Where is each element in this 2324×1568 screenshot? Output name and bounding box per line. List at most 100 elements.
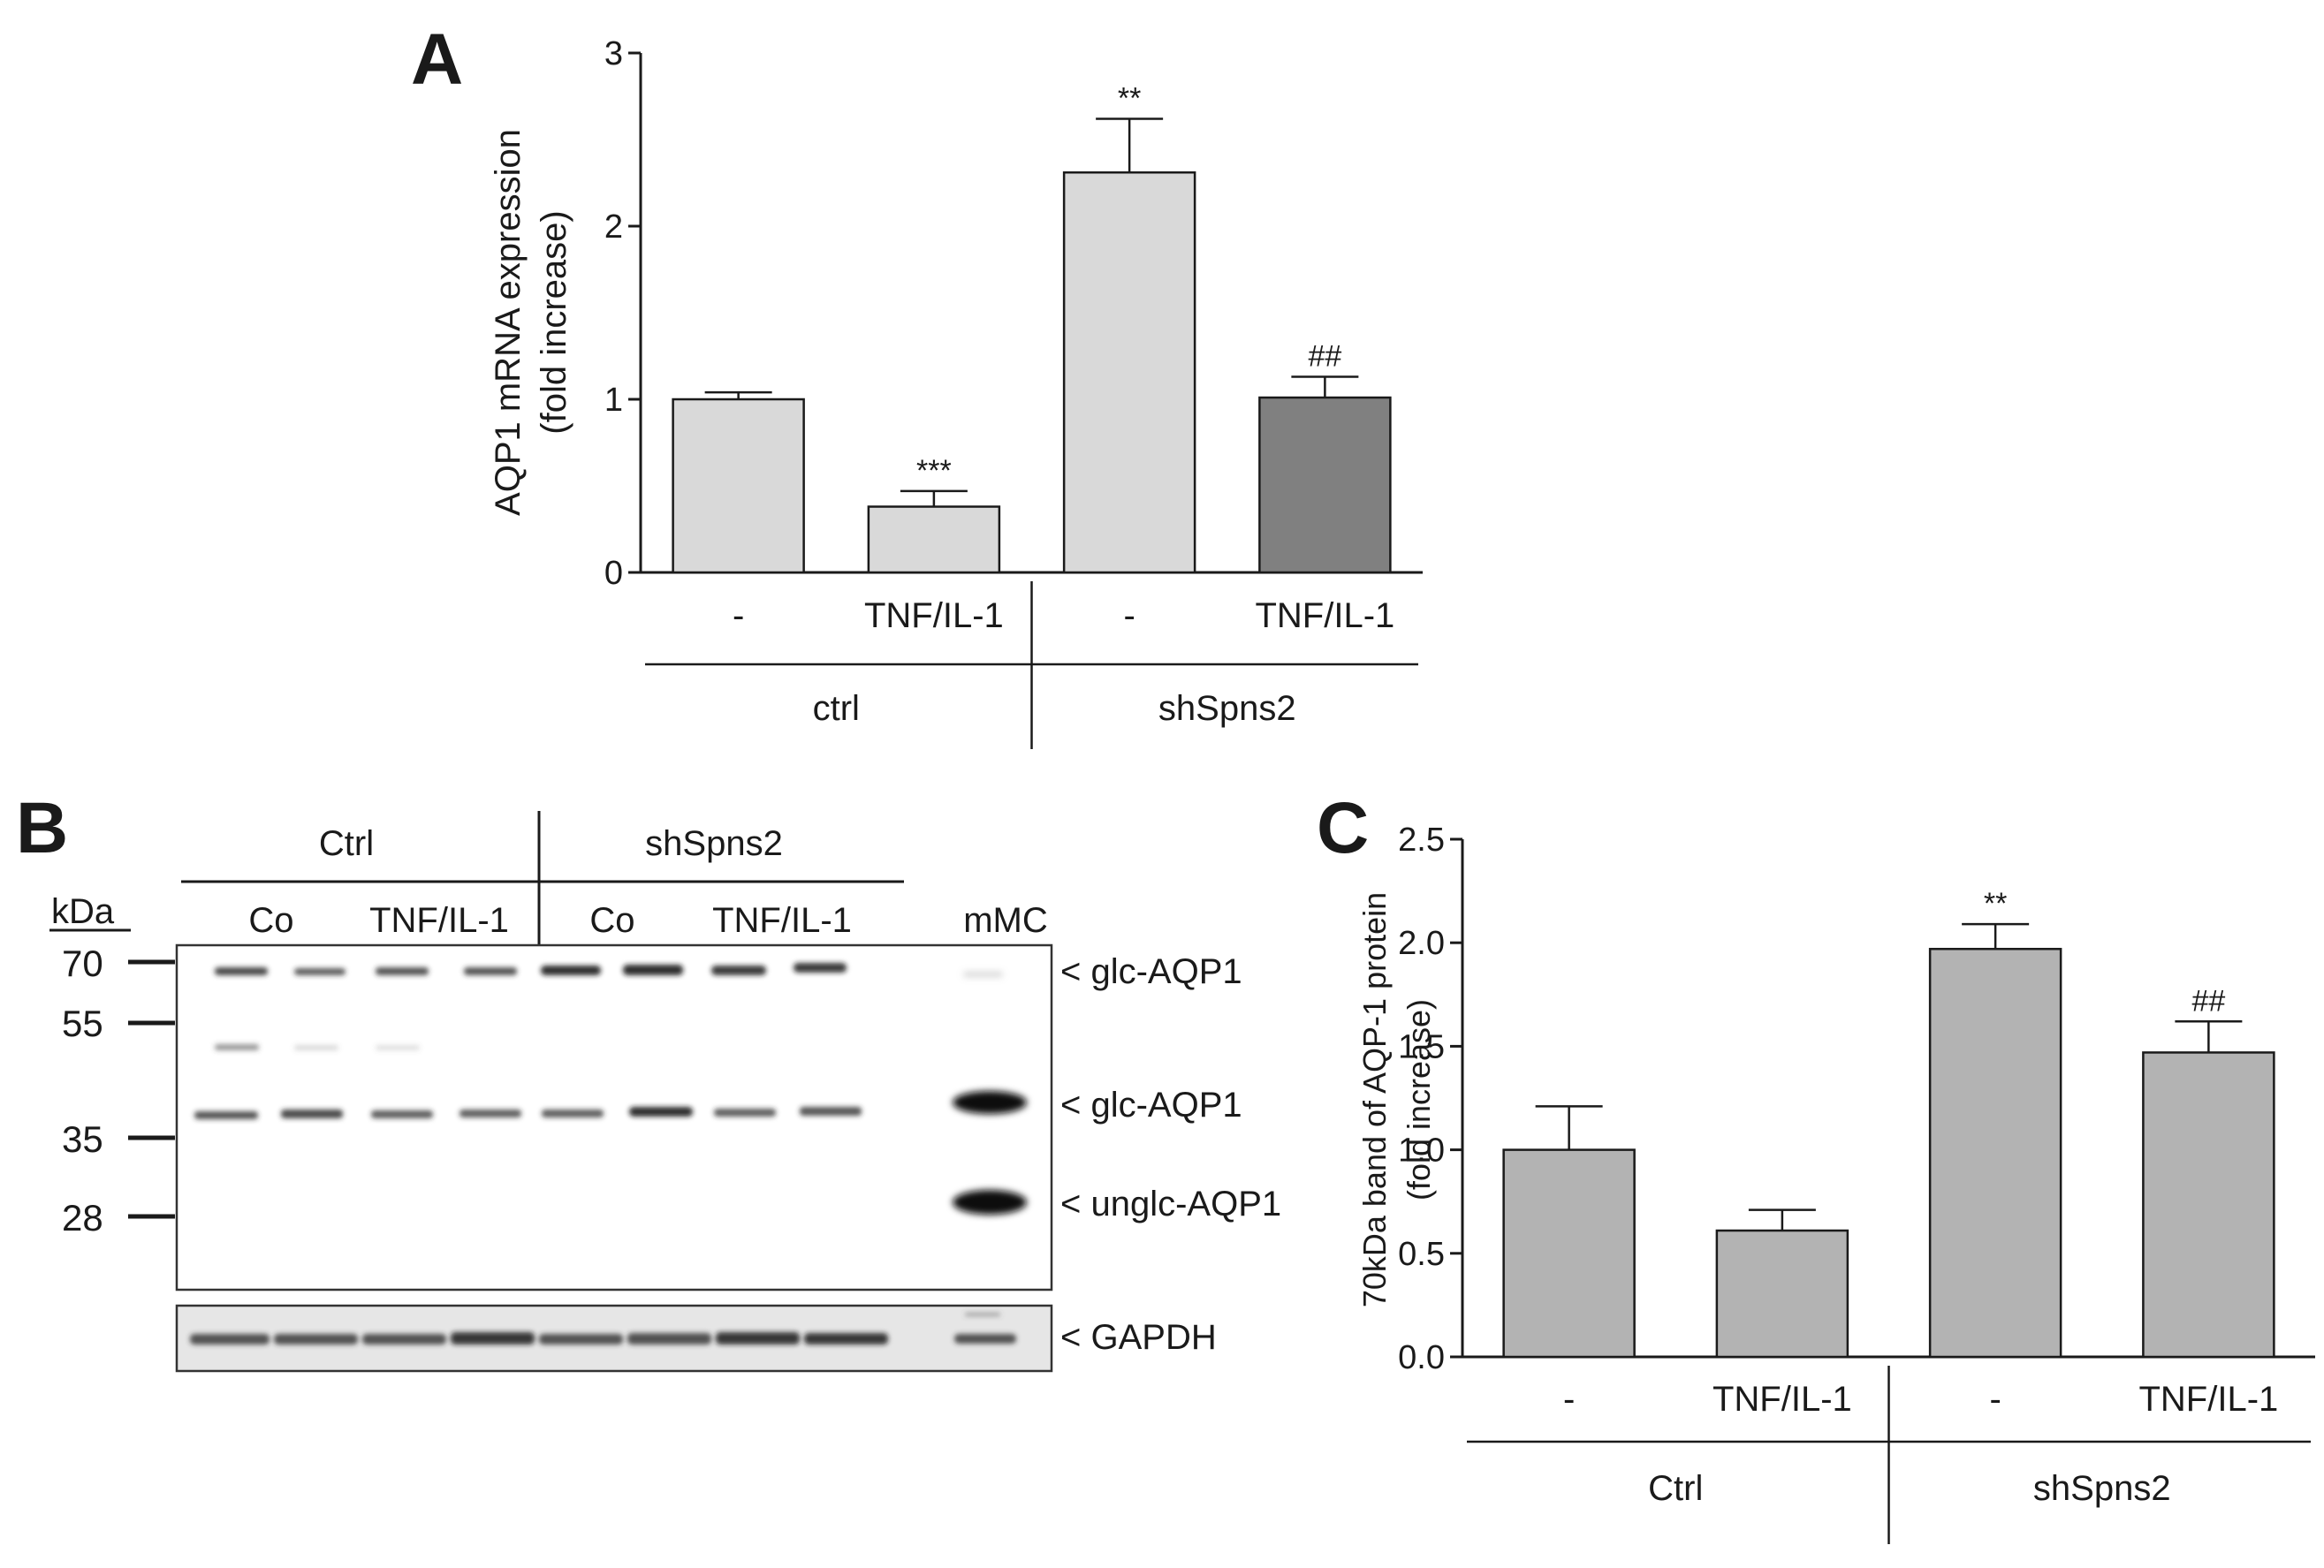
panel-b-letter: B [16, 788, 68, 868]
panel-a-group-label: ctrl [813, 689, 860, 728]
panel-c-group-label: Ctrl [1648, 1469, 1703, 1508]
marker-35: 35 [62, 1118, 103, 1160]
panel-c-ylabel: 70kDa band of AQP-1 protein [1356, 892, 1393, 1307]
panel-c-y-tick-label: 0.5 [1398, 1236, 1445, 1273]
panel-a-category-label: TNF/IL-1 [864, 596, 1004, 635]
panel-a-y-tick-label: 2 [604, 208, 623, 246]
band-gapdh-mmc [954, 1334, 1016, 1344]
panel-c-y-tick-label: 0.0 [1398, 1339, 1445, 1376]
panel-c-chart: C 70kDa band of AQP-1 protein (fold incr… [1317, 788, 2315, 1544]
panel-a-ylabel: AQP1 mRNA expression [489, 129, 528, 516]
panel-b-blot: B Ctrl shSpns2 kDa Co TNF/IL-1 Co TNF/IL… [16, 788, 1281, 1373]
marker-70: 70 [62, 943, 103, 984]
band-70-lane-1 [215, 967, 268, 975]
panel-c-category-label: TNF/IL-1 [2138, 1380, 2278, 1419]
panel-a-letter: A [411, 19, 463, 100]
band-gapdh-lane-5 [539, 1334, 623, 1345]
band-gapdh-lane-8 [804, 1333, 888, 1345]
panel-c-bar [1928, 947, 2062, 1359]
blot-lane-co-2: Co [589, 901, 634, 940]
band-row-faint-55 [215, 1044, 420, 1050]
band-row-glc-38 [194, 1107, 862, 1119]
panel-c-ylabel-unit: (fold increase) [1401, 999, 1437, 1201]
panel-a-significance-label: ** [1118, 81, 1141, 115]
band-55-lane-3 [376, 1045, 420, 1050]
band-gapdh-lane-4 [451, 1332, 535, 1345]
panel-a-group-label: shSpns2 [1158, 689, 1296, 728]
panel-a-category-label: - [733, 596, 744, 635]
panel-a-bar [867, 505, 1001, 574]
band-label-glc-70: < glc-AQP1 [1060, 952, 1242, 991]
panel-c-bar [1715, 1229, 1849, 1359]
band-row-glc-70 [215, 963, 847, 975]
marker-55: 55 [62, 1003, 103, 1044]
panel-c-group-label: shSpns2 [2033, 1469, 2171, 1508]
panel-c-category-label: - [1563, 1380, 1575, 1419]
panel-c-significance-label: ** [1984, 887, 2007, 920]
band-38-lane-8 [800, 1107, 862, 1116]
marker-28: 28 [62, 1197, 103, 1238]
band-38-lane-6 [629, 1107, 693, 1117]
blot-lane-tnf-1: TNF/IL-1 [369, 901, 509, 940]
blot-kda-label: kDa [51, 892, 115, 931]
panel-a-bar [1258, 396, 1392, 574]
band-gapdh-lane-1 [190, 1334, 270, 1345]
band-mmc-glc [953, 1091, 1027, 1114]
blot-group-ctrl: Ctrl [319, 824, 374, 863]
panel-a-y-tick-label: 0 [604, 555, 623, 592]
band-55-lane-1 [215, 1044, 259, 1050]
band-row-gapdh [190, 1313, 1016, 1345]
panel-c-significance-label: ## [2191, 984, 2225, 1018]
band-70-lane-3 [376, 967, 429, 975]
blot-lane-tnf-2: TNF/IL-1 [712, 901, 852, 940]
panel-a-bar [672, 398, 805, 574]
panel-a-ylabel-unit: (fold increase) [535, 210, 573, 434]
band-gapdh-lane-6 [627, 1333, 711, 1345]
band-gapdh-mmc-faint [965, 1313, 1000, 1316]
panel-c-bar [1502, 1148, 1636, 1359]
band-55-lane-2 [294, 1045, 338, 1050]
band-70-lane-8 [794, 963, 847, 973]
band-38-lane-2 [281, 1110, 343, 1118]
band-38-lane-4 [459, 1110, 521, 1117]
band-gapdh-lane-3 [362, 1334, 446, 1345]
panel-a-chart: A AQP1 mRNA expression (fold increase) 0… [411, 19, 1423, 749]
panel-a-y-tick-label: 3 [604, 35, 623, 72]
band-70-lane-4 [464, 967, 517, 975]
band-70-lane-6 [623, 965, 683, 975]
band-70-lane-5 [541, 966, 601, 975]
band-mmc-faint [963, 972, 1003, 977]
band-38-lane-3 [371, 1110, 433, 1118]
panel-c-y-tick-label: 2.5 [1398, 822, 1445, 859]
panel-c-y-tick-label: 2.0 [1398, 925, 1445, 962]
band-gapdh-lane-7 [716, 1332, 800, 1345]
panel-a-category-label: - [1123, 596, 1135, 635]
blot-lane-co-1: Co [248, 901, 293, 940]
blot-lane-mmc: mMC [963, 901, 1048, 940]
panel-a-category-label: TNF/IL-1 [1255, 596, 1394, 635]
panel-a-significance-label: *** [916, 454, 952, 488]
band-label-glc-38: < glc-AQP1 [1060, 1086, 1242, 1125]
panel-a-y-tick-label: 1 [604, 382, 623, 419]
band-label-gapdh: < GAPDH [1060, 1318, 1217, 1357]
panel-a-plot-area: 0 1 2 3 - *** TNF/IL-1 ** - ## TNF/IL-1 ctrl shSpns2 [604, 35, 1423, 749]
band-38-lane-1 [194, 1111, 258, 1119]
band-38-lane-5 [542, 1110, 604, 1117]
band-gapdh-lane-2 [274, 1334, 358, 1345]
band-label-unglc: < unglc-AQP1 [1060, 1185, 1281, 1223]
panel-c-y-tick-label: 1.5 [1398, 1028, 1445, 1065]
panel-a-bar [1062, 170, 1196, 574]
panel-a-significance-label: ## [1308, 340, 1341, 374]
panel-c-category-label: TNF/IL-1 [1713, 1380, 1852, 1419]
panel-c-bar [2142, 1051, 2275, 1359]
band-70-lane-2 [294, 968, 346, 975]
blot-group-shspns2: shSpns2 [645, 824, 783, 863]
band-row-mmc [953, 972, 1027, 1215]
band-mmc-unglc [953, 1190, 1027, 1215]
panel-c-letter: C [1317, 788, 1369, 868]
panel-c-category-label: - [1989, 1380, 2001, 1419]
panel-c-plot-area: 0.0 0.5 1.0 1.5 2.0 2.5 - TNF/IL-1 ** - ## TNF/IL-1… [1398, 822, 2315, 1544]
panel-c-y-tick-label: 1.0 [1398, 1132, 1445, 1170]
band-38-lane-7 [714, 1109, 776, 1117]
